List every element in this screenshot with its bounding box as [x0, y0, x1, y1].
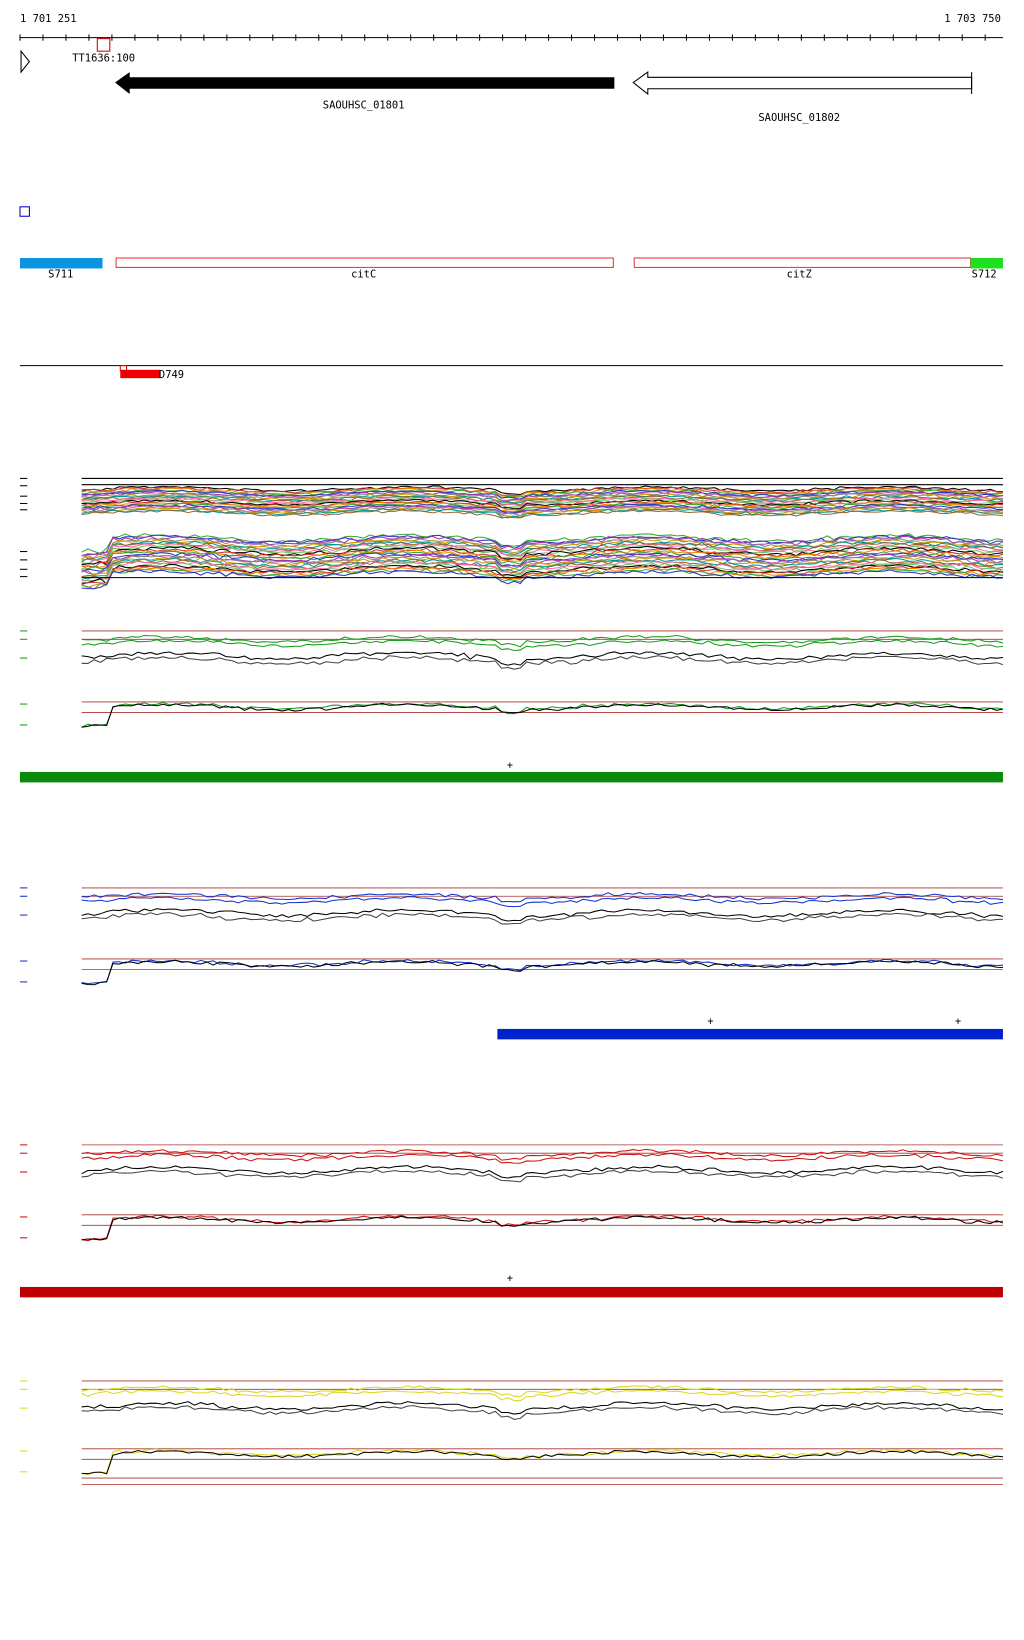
condition-bar[interactable]: [20, 1286, 1003, 1298]
feature-label: citZ: [787, 269, 812, 281]
track-line: [81, 489, 1003, 500]
marker: +: [955, 1016, 961, 1028]
track-line: [81, 509, 1004, 519]
track-line: [81, 896, 1004, 908]
track-line: [81, 1164, 1004, 1179]
region-tick: [119, 365, 128, 372]
marker: +: [507, 760, 513, 772]
condition-bar[interactable]: [497, 1028, 1003, 1040]
track-line: [81, 495, 1003, 506]
track-line: [81, 1389, 1004, 1402]
track-line: [81, 546, 1004, 566]
track-line: [81, 1385, 1004, 1398]
track-line: [81, 559, 1004, 580]
track-line: [81, 892, 1004, 903]
track-line: [81, 564, 1004, 585]
tracks: [19, 477, 1004, 1485]
marker: +: [707, 1016, 713, 1028]
track-line: [81, 557, 1003, 580]
feature[interactable]: [20, 258, 103, 269]
track-line: [81, 1148, 1004, 1161]
feature-label: citC: [351, 269, 376, 281]
track-line: [81, 634, 1004, 648]
track-line: [81, 639, 1004, 651]
ruler-end: 1 703 750: [944, 13, 1001, 25]
strand-icon: [20, 49, 31, 74]
feature[interactable]: [633, 257, 972, 268]
track-line: [81, 534, 1003, 557]
feature-label: S711: [48, 269, 73, 281]
track-line: [81, 486, 1004, 496]
track-line: [81, 702, 1004, 728]
track-line: [81, 651, 1004, 666]
track-line: [81, 1215, 1004, 1241]
track-line: [81, 547, 1004, 568]
track-line: [81, 492, 1003, 503]
track-line: [81, 543, 1004, 565]
track-line: [81, 562, 1004, 582]
track-line: [81, 1401, 1003, 1415]
track-line: [81, 1169, 1004, 1183]
track-line: [81, 1214, 1004, 1242]
condition-bar[interactable]: [20, 771, 1003, 783]
track-line: [81, 488, 1004, 499]
feature-label: S712: [972, 269, 997, 281]
region[interactable]: [120, 369, 160, 379]
track-line: [81, 655, 1004, 670]
track-line: [81, 535, 1004, 557]
marker: +: [507, 1273, 513, 1285]
track-line: [81, 541, 1003, 563]
track-line: [81, 502, 1003, 513]
track-line: [81, 1449, 1004, 1475]
track-line: [81, 912, 1003, 925]
track-line: [81, 959, 1003, 986]
gene-arrow[interactable]: [632, 71, 973, 96]
feature[interactable]: [970, 258, 1003, 269]
track-line: [81, 501, 1003, 512]
ruler-start: 1 701 251: [20, 13, 77, 25]
gene-label: SAOUHSC_01801: [323, 100, 405, 112]
gene-arrow[interactable]: [115, 72, 615, 95]
region-label: D749: [159, 369, 184, 381]
gene-label: TT1636:100: [72, 52, 135, 64]
track-line: [81, 504, 1004, 515]
track-line: [81, 552, 1004, 573]
track-line: [81, 958, 1003, 985]
track-line: [81, 537, 1004, 559]
track-line: [81, 499, 1003, 510]
feature[interactable]: [115, 257, 614, 268]
track-line: [81, 498, 1004, 508]
tt-box: [96, 38, 111, 52]
track-line: [81, 494, 1004, 504]
track-line: [81, 1153, 1004, 1164]
checkbox[interactable]: [19, 206, 30, 217]
track-line: [81, 508, 1004, 519]
ruler-ticks: [19, 34, 986, 41]
track-line: [81, 1405, 1004, 1420]
track-line: [81, 908, 1004, 922]
gene-label: SAOUHSC_01802: [758, 112, 840, 124]
